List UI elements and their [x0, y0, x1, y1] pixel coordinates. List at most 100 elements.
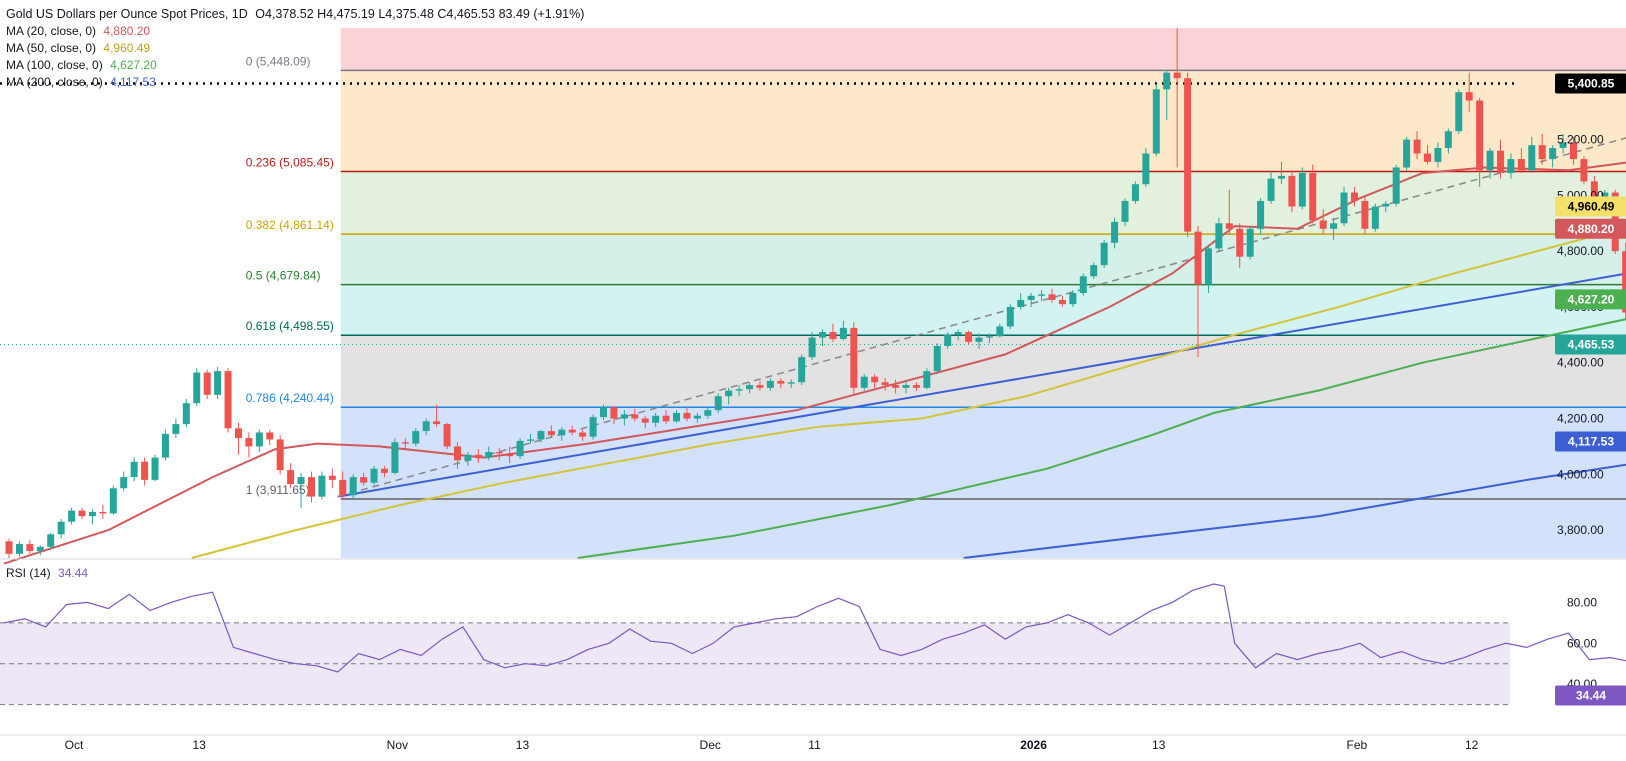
candle-up	[120, 477, 128, 489]
ma-lines	[3, 137, 1626, 673]
price-tags[interactable]: 5,400.85 4,960.49 4,880.20 4,627.20 4,465.53…	[1555, 73, 1626, 706]
candle-up	[714, 396, 722, 411]
candle-up	[88, 511, 96, 517]
ma50-value: 4,960.49	[103, 41, 151, 55]
ma50-legend[interactable]: MA (50, close, 0) 4,960.49	[6, 40, 584, 57]
time-tick-label: 13	[1152, 738, 1166, 752]
candle-up	[589, 417, 597, 437]
price-tag-bg	[1555, 289, 1626, 310]
candle-down	[1350, 192, 1358, 201]
candle-down	[1236, 228, 1244, 257]
candle-up	[15, 544, 23, 554]
candle-up	[1559, 142, 1567, 148]
fib-zone	[340, 171, 1626, 235]
candle-down	[1423, 153, 1431, 162]
time-tick-label: 12	[1465, 738, 1479, 752]
price-tag[interactable]: 4,960.49	[1555, 196, 1626, 217]
fib-level-label: 0.618 (4,498.55)	[246, 319, 334, 333]
candle-up	[527, 439, 534, 441]
candle-up	[1163, 72, 1171, 90]
rsi-line	[3, 583, 1626, 673]
candle-up	[161, 433, 169, 458]
support-trendline	[337, 272, 1626, 498]
candle-down	[307, 477, 315, 497]
price-tag[interactable]: 4,880.20	[1555, 218, 1626, 239]
price-tag-bg	[1555, 334, 1626, 355]
candle-down	[662, 415, 670, 422]
candle-down	[203, 372, 211, 395]
candle-up	[370, 468, 378, 483]
candle-up	[1340, 192, 1348, 224]
candle-up	[1027, 295, 1035, 300]
ma20-value: 4,880.20	[103, 24, 151, 38]
ma20-label: MA (20, close, 0)	[6, 24, 97, 38]
ma20-legend[interactable]: MA (20, close, 0) 4,880.20	[6, 23, 584, 40]
candle-up	[36, 546, 44, 552]
candle-up	[1434, 147, 1442, 162]
fib-level-label: 0.382 (4,861.14)	[246, 218, 334, 232]
fib-zone	[340, 335, 1626, 408]
price-tag-text: 34.44	[1576, 689, 1606, 703]
candle-up	[1267, 178, 1275, 201]
candle-up	[652, 415, 660, 423]
candle-up	[297, 477, 305, 485]
candle-up	[318, 475, 326, 497]
candle-up	[68, 510, 76, 522]
candle-down	[1570, 142, 1577, 160]
candle-down	[5, 541, 13, 554]
ma100-line	[577, 318, 1626, 559]
time-tick-label: 13	[192, 738, 206, 752]
price-tick-label: 5,200.00	[1557, 133, 1604, 147]
candle-up	[558, 429, 566, 436]
ma200-line	[963, 463, 1626, 559]
candle-up	[255, 432, 263, 447]
fib-zone	[340, 70, 1626, 172]
price-tick-label: 4,400.00	[1557, 356, 1604, 370]
rsi-tick-label: 80.00	[1567, 595, 1597, 609]
ma100-legend[interactable]: MA (100, close, 0) 4,627.20	[6, 57, 584, 74]
candle-down	[547, 431, 555, 436]
candle-down	[474, 454, 482, 458]
price-tag[interactable]: 4,627.20	[1555, 289, 1626, 310]
candle-down	[1361, 200, 1369, 229]
candle-up	[673, 412, 681, 422]
candle-down	[141, 461, 149, 480]
rsi-tag[interactable]: 34.44	[1555, 685, 1626, 706]
ma200-legend[interactable]: MA (200, close, 0) 4,117.53	[6, 74, 584, 91]
candle-up	[746, 385, 754, 390]
candle-down	[1590, 181, 1598, 199]
fib-level-label: 0.786 (4,240.44)	[246, 391, 334, 405]
candle-up	[1038, 294, 1046, 296]
candle-down	[224, 371, 232, 429]
candle-down	[1413, 139, 1421, 154]
rsi-band-fill	[0, 622, 1510, 705]
time-tick-label: Feb	[1347, 738, 1368, 752]
price-tag[interactable]: 4,117.53	[1555, 431, 1626, 452]
candle-down	[1288, 175, 1296, 207]
candle-up	[1382, 203, 1390, 207]
fib-zone	[340, 407, 1626, 499]
time-tick-label: Oct	[65, 738, 84, 752]
candle-up	[1152, 89, 1160, 154]
candle-up	[1131, 184, 1139, 201]
fib-zone	[340, 284, 1626, 336]
price-tag-text: 4,960.49	[1568, 199, 1615, 213]
candle-down	[1173, 72, 1181, 79]
price-tag-text: 4,465.53	[1568, 337, 1615, 351]
axes: 3,800.004,000.004,200.004,400.004,600.00…	[0, 133, 1626, 752]
fib-level-label: 0.5 (4,679.84)	[246, 269, 321, 283]
fib-zone	[340, 234, 1626, 285]
candle-up	[819, 332, 827, 338]
price-tag[interactable]: 4,465.53	[1555, 334, 1626, 355]
time-tick-label: Nov	[387, 738, 408, 752]
price-tag[interactable]: 5,400.85	[1555, 73, 1626, 94]
candle-up	[996, 326, 1004, 337]
candle-up	[391, 442, 399, 473]
rsi-legend[interactable]: RSI (14) 34.44	[6, 566, 88, 580]
candle-up	[1204, 248, 1212, 285]
candle-up	[193, 372, 201, 404]
ma20-line	[3, 161, 1626, 565]
candle-down	[579, 432, 587, 437]
ohlc-close: C4,465.53	[437, 7, 496, 21]
